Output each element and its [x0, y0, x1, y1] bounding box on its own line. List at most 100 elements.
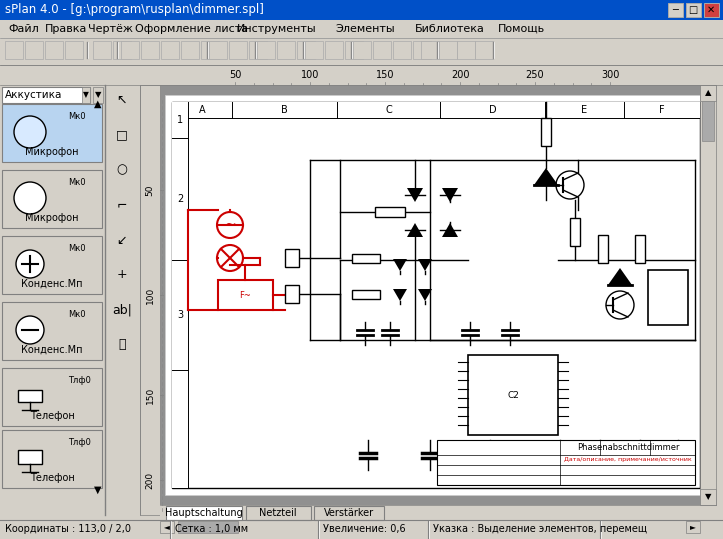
- Bar: [393, 41, 411, 59]
- Bar: [2, 368, 102, 426]
- Polygon shape: [442, 188, 458, 202]
- Bar: [201, 41, 219, 59]
- Bar: [172, 102, 188, 488]
- Bar: [2, 104, 102, 162]
- Bar: [18, 450, 42, 464]
- Bar: [297, 41, 315, 59]
- Text: Координаты : 113,0 / 2,0: Координаты : 113,0 / 2,0: [5, 524, 131, 534]
- Text: Phasenabschnittdimmer: Phasenabschnittdimmer: [577, 443, 679, 452]
- Bar: [305, 41, 323, 59]
- Bar: [700, 85, 716, 101]
- Polygon shape: [407, 223, 423, 237]
- Text: ▼: ▼: [83, 91, 89, 100]
- Bar: [160, 520, 700, 534]
- Text: 100: 100: [301, 70, 319, 80]
- Bar: [373, 41, 391, 59]
- Text: Увеличение: 0,6: Увеличение: 0,6: [323, 524, 406, 534]
- Bar: [353, 41, 371, 59]
- Text: 🔍: 🔍: [119, 338, 126, 351]
- Bar: [0, 65, 723, 85]
- Bar: [686, 3, 701, 17]
- Bar: [218, 280, 273, 310]
- Bar: [2, 87, 90, 103]
- Bar: [160, 85, 716, 505]
- Text: □: □: [688, 5, 698, 15]
- Bar: [0, 520, 723, 539]
- Bar: [65, 41, 83, 59]
- Bar: [439, 41, 457, 59]
- Bar: [249, 41, 267, 59]
- Bar: [413, 41, 431, 59]
- Bar: [325, 41, 343, 59]
- Text: ◄: ◄: [164, 522, 170, 531]
- Text: Тлф0: Тлф0: [68, 376, 91, 385]
- Text: □: □: [116, 128, 128, 142]
- Text: C: C: [385, 105, 392, 115]
- Text: A: A: [199, 105, 205, 115]
- Text: Аккустика: Аккустика: [5, 90, 62, 100]
- Text: C2: C2: [507, 390, 519, 399]
- Text: ⌐: ⌐: [116, 198, 127, 211]
- Text: 1: 1: [177, 115, 183, 125]
- Polygon shape: [608, 268, 632, 285]
- Circle shape: [14, 182, 46, 214]
- Text: Библиотека: Библиотека: [415, 24, 485, 34]
- Bar: [541, 118, 551, 146]
- Bar: [686, 521, 700, 533]
- Bar: [598, 235, 608, 263]
- Bar: [468, 355, 558, 435]
- Bar: [141, 41, 159, 59]
- Text: D: D: [489, 105, 496, 115]
- Text: Правка: Правка: [45, 24, 87, 34]
- Polygon shape: [407, 188, 423, 202]
- Text: F: F: [659, 105, 665, 115]
- Bar: [352, 290, 380, 299]
- Text: +: +: [116, 268, 127, 281]
- Bar: [2, 302, 102, 360]
- Bar: [277, 41, 295, 59]
- Bar: [45, 41, 63, 59]
- Bar: [105, 85, 140, 515]
- Bar: [2, 170, 102, 228]
- Bar: [668, 3, 683, 17]
- Bar: [700, 489, 716, 505]
- Bar: [93, 87, 103, 103]
- Bar: [648, 270, 688, 325]
- Text: E: E: [581, 105, 588, 115]
- Bar: [18, 390, 42, 402]
- Text: ▼: ▼: [95, 91, 101, 100]
- Text: Микрофон: Микрофон: [25, 147, 79, 157]
- Text: ►: ►: [690, 522, 696, 531]
- Text: Файл: Файл: [8, 24, 39, 34]
- Text: Hauptschaltung: Hauptschaltung: [165, 508, 243, 518]
- Bar: [140, 85, 160, 515]
- Bar: [285, 285, 299, 303]
- Text: Мк0: Мк0: [68, 244, 85, 253]
- Text: Элементы: Элементы: [335, 24, 395, 34]
- Bar: [375, 207, 405, 217]
- Text: 250: 250: [526, 70, 544, 80]
- Text: Конденс.Мп: Конденс.Мп: [21, 345, 82, 355]
- Bar: [345, 41, 363, 59]
- Bar: [82, 87, 90, 103]
- Text: Указка : Выделение элементов, перемещ: Указка : Выделение элементов, перемещ: [433, 524, 647, 534]
- Polygon shape: [442, 223, 458, 237]
- Bar: [700, 85, 716, 505]
- Text: Мк0: Мк0: [68, 112, 85, 121]
- Bar: [0, 0, 723, 20]
- Text: 50: 50: [228, 70, 241, 80]
- Text: 2: 2: [177, 194, 183, 204]
- Bar: [702, 101, 714, 141]
- Text: ○: ○: [116, 163, 127, 176]
- Circle shape: [16, 250, 44, 278]
- Text: Телефон: Телефон: [30, 411, 74, 421]
- Text: 200: 200: [450, 70, 469, 80]
- Text: ~: ~: [224, 218, 236, 232]
- Text: ↙: ↙: [116, 233, 127, 246]
- Text: 50: 50: [145, 184, 155, 196]
- Polygon shape: [534, 168, 558, 185]
- Bar: [2, 236, 102, 294]
- Text: ▼: ▼: [705, 493, 711, 501]
- Bar: [25, 41, 43, 59]
- Text: sPlan 4.0 - [g:\program\rusplan\dimmer.spl]: sPlan 4.0 - [g:\program\rusplan\dimmer.s…: [5, 3, 264, 17]
